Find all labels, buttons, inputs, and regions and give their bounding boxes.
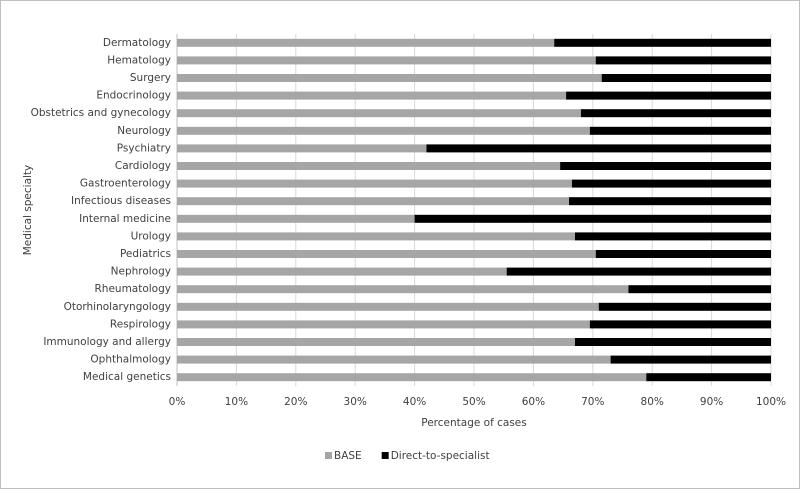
bar-segment [554,38,771,47]
bar-segment [506,267,771,276]
bar-segment [177,126,590,135]
y-tick-label: Urology [131,230,171,242]
legend-swatch [381,452,389,459]
y-tick-label: Internal medicine [79,213,171,225]
bar-segment [177,302,599,311]
bar-segment [580,109,771,118]
x-tick-label: 10% [225,396,248,408]
legend-swatch [325,452,332,459]
y-tick-label: Nephrology [111,266,171,278]
bar-segment [560,162,771,170]
bar-segment [177,162,561,170]
bar-segment [566,91,771,100]
x-axis-title: Percentage of cases [421,417,526,429]
bar-segment [595,56,771,65]
bar-segment [589,126,771,135]
bar-segment [177,74,602,82]
x-tick-label: 60% [522,396,545,408]
bar-segment [177,214,415,223]
bar-segment [646,373,771,382]
legend-label: BASE [334,450,362,462]
y-axis-title: Medical specialty [22,165,34,256]
y-tick-label: Immunology and allergy [43,336,171,348]
x-tick-label: 0% [169,396,186,408]
y-tick-label: Dermatology [103,37,171,49]
x-tick-label: 70% [581,396,604,408]
bar-segment [177,267,507,276]
bar-segment [177,285,629,294]
y-tick-label: Otorhinolaryngology [64,301,171,313]
bar-segment [595,250,771,258]
y-tick-label: Endocrinology [96,90,171,102]
y-tick-label: Pediatrics [120,248,171,260]
bar-segment [177,355,611,364]
bar-segment [177,179,573,188]
y-tick-label: Ophthalmology [90,354,171,366]
x-tick-label: 80% [641,396,664,408]
bar-segment [177,91,567,100]
bar-segment [426,144,771,153]
y-tick-label: Medical genetics [83,371,171,383]
bar-segment [601,74,771,82]
bar-segment [177,373,647,382]
bar-segment [177,56,596,65]
bar-segment [177,144,427,153]
y-tick-label: Surgery [130,72,171,84]
bar-segment [610,355,771,364]
bar-segment [589,320,771,329]
bar-segment [628,285,771,294]
bar-segment [177,338,575,346]
y-tick-label: Neurology [117,125,171,137]
y-tick-label: Respirology [110,318,171,330]
bar-segment [177,232,575,241]
x-tick-label: 90% [700,396,723,408]
legend-label: Direct-to-specialist [391,450,490,462]
y-tick-label: Rheumatology [95,283,172,295]
bar-segment [574,232,771,241]
bar-segment [569,197,771,206]
bar-segment [177,197,570,206]
bar-segment [598,302,771,311]
bar-segment [414,214,771,223]
bar-segment [574,338,771,346]
bar-segment [177,38,555,47]
bar-segment [177,250,596,258]
x-tick-label: 30% [344,396,367,408]
y-tick-label: Cardiology [115,160,171,172]
x-tick-label: 50% [462,396,485,408]
y-tick-label: Hematology [107,54,171,66]
y-tick-label: Obstetrics and gynecology [31,107,171,119]
bar-segment [572,179,771,188]
y-tick-label: Gastroenterology [80,178,171,190]
y-tick-label: Infectious diseases [71,195,171,207]
x-tick-label: 20% [284,396,307,408]
y-tick-label: Psychiatry [117,142,171,154]
x-tick-label: 40% [403,396,426,408]
bar-segment [177,320,590,329]
bar-segment [177,109,581,118]
x-tick-label: 100% [756,396,786,408]
